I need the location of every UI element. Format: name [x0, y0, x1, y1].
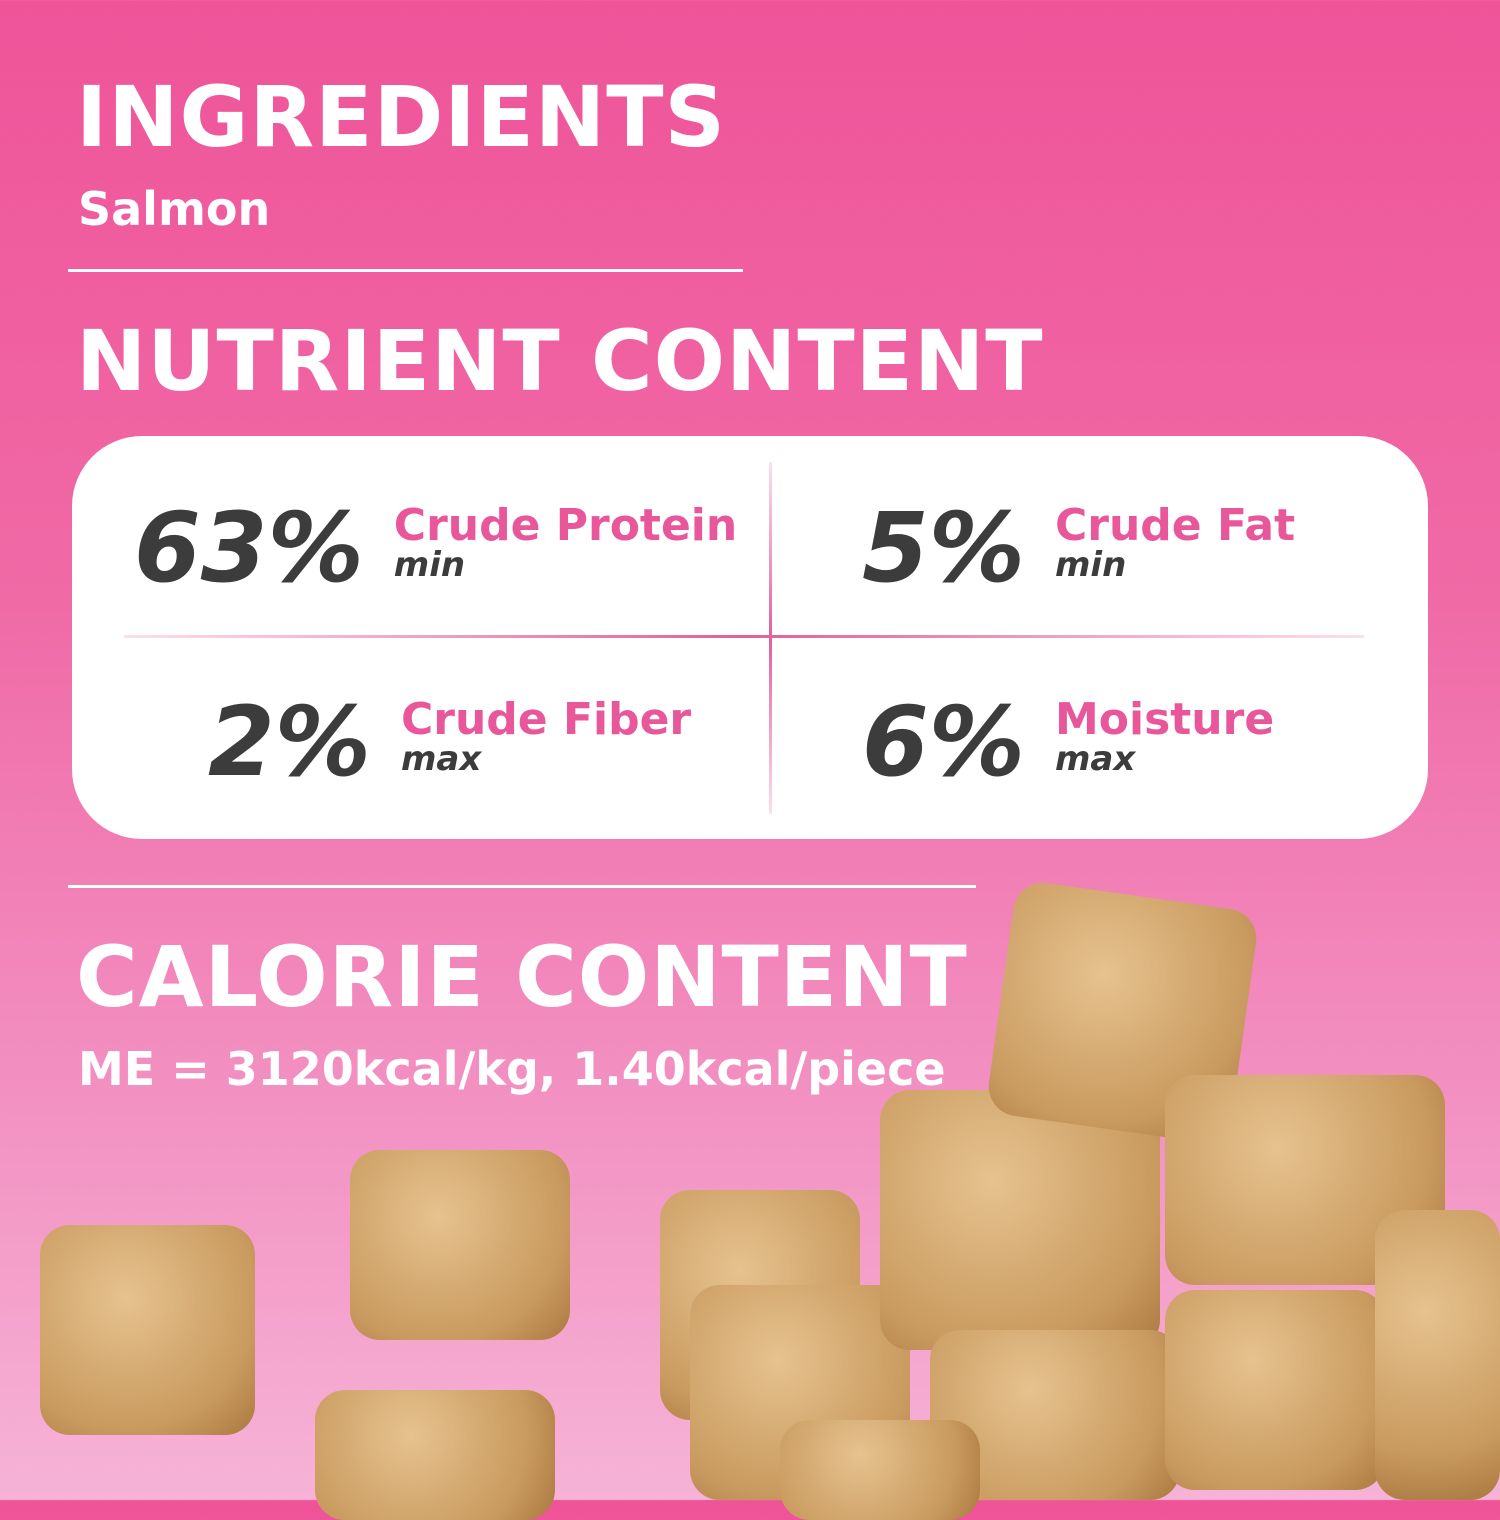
nutrient-fiber: 2% Crude Fiber max [208, 694, 691, 790]
nutrient-qualifier: max [1054, 739, 1136, 779]
nutrient-value: 6% [862, 686, 1025, 798]
calorie-title: CALORIE CONTENT [76, 928, 968, 1026]
nutrient-value: 5% [862, 492, 1025, 604]
nutrient-title: NUTRIENT CONTENT [76, 312, 1044, 410]
divider [68, 885, 976, 888]
nutrient-name: Crude Fiber [400, 694, 692, 745]
nutrient-name: Crude Protein [393, 500, 738, 551]
nutrient-qualifier: min [1054, 545, 1127, 585]
divider [68, 269, 743, 272]
nutrient-fat: 5% Crude Fat min [862, 500, 1295, 596]
calorie-value: ME = 3120kcal/kg, 1.40kcal/piece [78, 1042, 946, 1096]
divider [124, 635, 1364, 638]
nutrient-name: Crude Fat [1054, 500, 1296, 551]
nutrient-moisture: 6% Moisture max [862, 694, 1274, 790]
nutrient-card: 63% Crude Protein min 5% Crude Fat min 2% … [72, 436, 1428, 839]
divider [769, 462, 772, 814]
ingredients-value: Salmon [78, 182, 271, 236]
nutrient-protein: 63% Crude Protein min [134, 500, 737, 596]
nutrient-qualifier: max [400, 739, 482, 779]
nutrient-value: 2% [208, 686, 371, 798]
nutrient-qualifier: min [393, 545, 466, 585]
ingredients-title: INGREDIENTS [76, 68, 727, 166]
nutrient-value: 63% [134, 492, 364, 604]
nutrient-name: Moisture [1054, 694, 1275, 745]
